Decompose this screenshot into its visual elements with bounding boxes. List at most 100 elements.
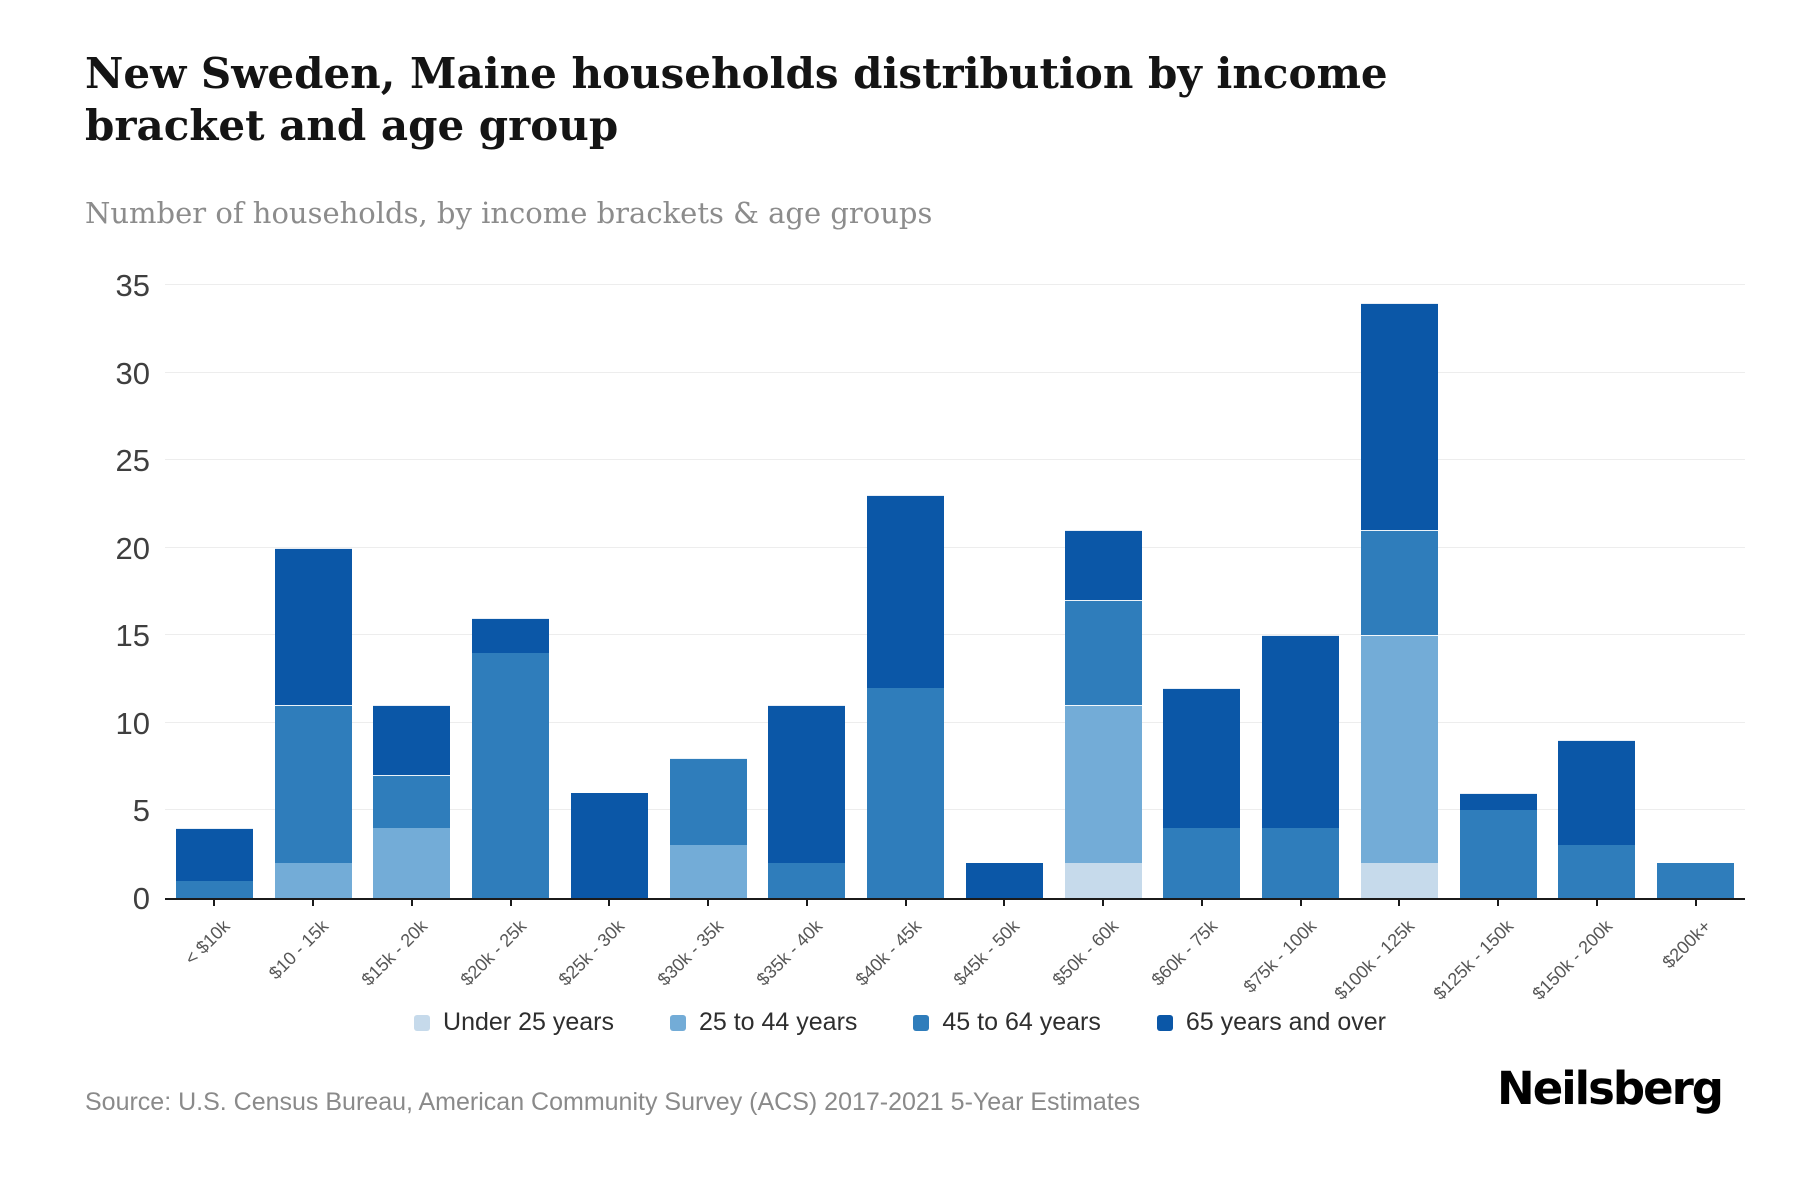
legend-item[interactable]: Under 25 years [414,1008,614,1037]
x-axis-tick [1299,900,1302,906]
gridline [165,809,1745,811]
bar-segment[interactable] [1360,302,1438,531]
bar-segment[interactable] [965,862,1043,898]
y-axis-label: 0 [132,881,150,916]
y-axis: 0 5 10 15 20 25 30 35 [55,270,150,914]
bar-segment[interactable] [669,845,747,898]
bar-segment[interactable] [1163,827,1241,898]
legend-item[interactable]: 25 to 44 years [669,1008,858,1037]
bar-segment[interactable] [373,775,451,828]
bar-segment[interactable] [274,862,352,898]
bar [1459,285,1537,898]
bar-segment[interactable] [1360,530,1438,636]
bar-segment[interactable] [274,705,352,863]
legend-label: 25 to 44 years [698,1008,858,1036]
bar-segment[interactable] [472,617,550,653]
bar-segment[interactable] [1163,687,1241,828]
x-axis-tick [1398,900,1401,906]
plot-area [165,284,1745,900]
bar [274,285,352,898]
neilsberg-logo: Neilsberg [1497,1062,1724,1115]
gridline [165,459,1745,461]
bar-segment[interactable] [1262,827,1340,898]
x-axis-tick [1497,900,1500,906]
bar-segment[interactable] [1262,635,1340,828]
chart-legend: Under 25 years 25 to 44 years 45 to 64 yea… [85,1008,1715,1037]
bar-segment[interactable] [1657,862,1735,898]
bar [1064,285,1142,898]
x-axis-label: $45k - 50k [949,916,1024,990]
legend-item[interactable]: 65 years and over [1156,1008,1386,1037]
gridline [165,546,1745,548]
x-axis-tick [1003,900,1006,906]
bar [1558,285,1636,898]
legend-swatch-icon [669,1014,686,1031]
x-axis-tick [1694,900,1697,906]
x-axis-label: $10 - 15k [265,916,333,984]
x-axis-label: $200k+ [1658,916,1715,973]
bar-segment[interactable] [768,705,846,863]
x-axis-label: $25k - 30k [554,916,629,990]
bar [570,285,648,898]
y-axis-label: 15 [115,618,150,654]
bar [1360,285,1438,898]
bar [867,285,945,898]
legend-label: 45 to 64 years [942,1008,1101,1036]
bar [768,285,846,898]
bar [1163,285,1241,898]
bar-segment[interactable] [1064,862,1142,898]
bar-segment[interactable] [373,827,451,898]
bar-segment[interactable] [1558,740,1636,846]
bar-segment[interactable] [867,687,945,898]
x-axis-label: < $10k [180,916,234,969]
x-axis-tick [509,900,512,906]
bar-segment[interactable] [274,547,352,706]
x-axis-label: $125k - 150k [1429,916,1518,1004]
gridline [165,284,1745,285]
bar-segment[interactable] [1360,862,1438,898]
bar [1657,285,1735,898]
y-axis-label: 5 [132,793,150,829]
bar-segment[interactable] [373,705,451,776]
bar-segment[interactable] [669,757,747,846]
x-axis-tick [608,900,611,906]
y-axis-label: 20 [115,530,150,566]
x-axis-tick [213,900,216,906]
bar-segment[interactable] [175,880,253,898]
bar-segment[interactable] [570,792,648,898]
bar-segment[interactable] [472,652,550,898]
bar-segment[interactable] [1064,600,1142,706]
bar-segment[interactable] [1558,845,1636,898]
bar [373,285,451,898]
x-axis-label: $100k - 125k [1330,916,1419,1004]
x-axis: < $10k $10 - 15k $15k - 20k $20k - 25k $25k … [165,900,1745,1040]
y-axis-label: 25 [115,443,150,479]
gridline [165,371,1745,373]
bar [472,285,550,898]
legend-label: 65 years and over [1185,1008,1386,1036]
gridline [165,634,1745,636]
legend-swatch-icon [913,1014,930,1031]
y-axis-label: 10 [115,705,150,741]
x-axis-label: $30k - 35k [653,916,728,990]
bar-segment[interactable] [1064,705,1142,863]
x-axis-tick [410,900,413,906]
bar-segment[interactable] [1459,792,1537,811]
bar-segment[interactable] [1360,635,1438,863]
legend-item[interactable]: 45 to 64 years [913,1008,1101,1037]
x-axis-label: $50k - 60k [1048,916,1123,990]
bar-segment[interactable] [1064,530,1142,601]
bar [669,285,747,898]
y-axis-label: 30 [115,355,150,391]
bar-segment[interactable] [175,827,253,881]
bar-segment[interactable] [1459,810,1537,898]
x-axis-tick [707,900,710,906]
bar-segment[interactable] [768,862,846,898]
source-text: Source: U.S. Census Bureau, American Com… [85,1088,1141,1116]
x-axis-label: $150k - 200k [1528,916,1617,1004]
x-axis-tick [1595,900,1598,906]
bar-segment[interactable] [867,495,945,688]
gridline [165,721,1745,723]
legend-label: Under 25 years [443,1008,614,1036]
